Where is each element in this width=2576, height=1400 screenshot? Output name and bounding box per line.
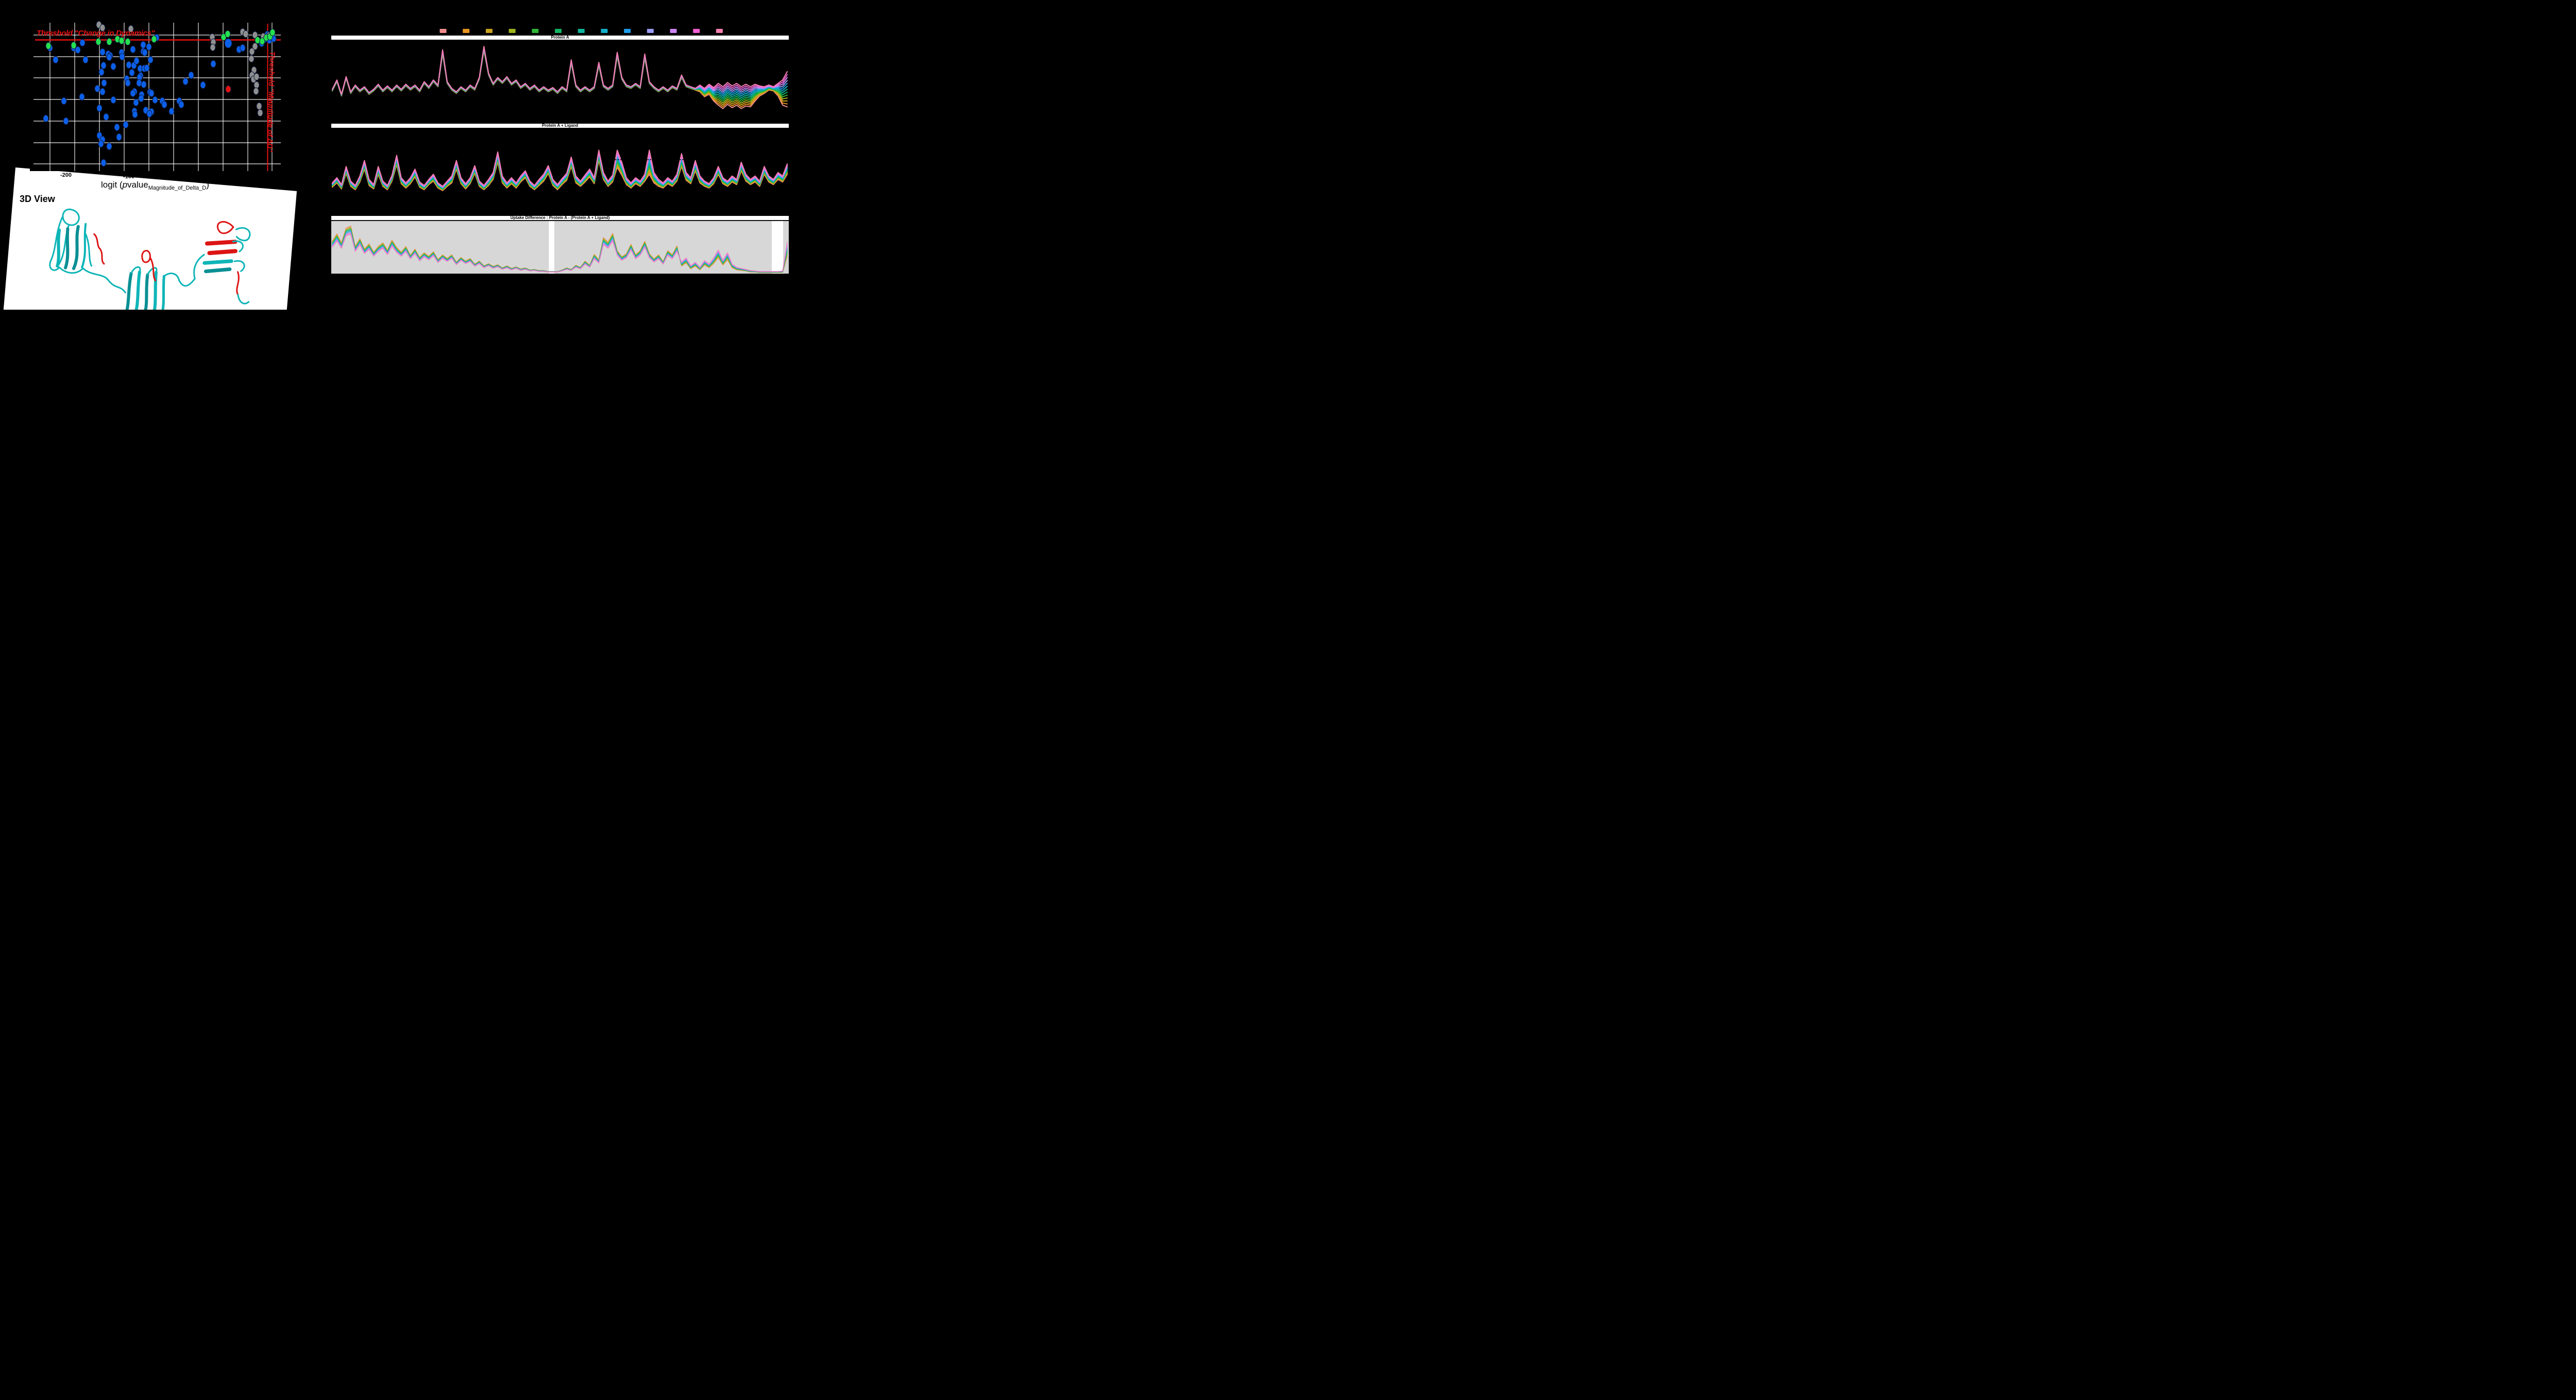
legend-swatch-8 <box>624 29 631 33</box>
legend-swatch-3 <box>509 29 516 33</box>
chart-title-protein-a-ligand: Protein A + Ligand <box>331 124 789 128</box>
volcano-xaxis-label: logit (pvalueMagnitude_of_Delta_D) <box>101 180 209 191</box>
legend-swatch-0 <box>439 29 447 33</box>
protein-a-chart <box>332 46 788 109</box>
legend-swatch-6 <box>578 29 585 33</box>
timepoint-legend <box>439 29 723 33</box>
xaxis-label-close: ) <box>206 180 209 190</box>
app-canvas: { "volcano": { "title": "Threshold \"Cha… <box>0 0 808 310</box>
x-tick--200: -200 <box>60 172 72 178</box>
legend-swatch-10 <box>670 29 677 33</box>
3d-view-card <box>2 167 297 310</box>
x-tick--100: -100 <box>123 174 135 180</box>
chart-title-uptake-difference: Uptake Difference : Protein A - (Protein… <box>331 216 789 221</box>
xaxis-label-value: value <box>127 180 148 190</box>
volcano-scatter <box>33 21 281 171</box>
legend-swatch-12 <box>716 29 723 33</box>
3d-view-heading: 3D View <box>20 194 55 204</box>
xaxis-label-p: p <box>122 180 128 190</box>
xaxis-label-pre: logit ( <box>101 180 123 190</box>
legend-swatch-1 <box>463 29 470 33</box>
volcano-title: Threshold "Change in Dynamics" <box>37 29 155 38</box>
chart-title-protein-a: Protein A <box>331 36 789 40</box>
legend-swatch-7 <box>601 29 608 33</box>
protein-a-ligand-chart <box>332 149 788 191</box>
uptake-difference-chart <box>332 221 788 274</box>
legend-swatch-4 <box>532 29 539 33</box>
legend-swatch-11 <box>693 29 700 33</box>
protein-ribbon-3d[interactable] <box>20 199 277 310</box>
legend-swatch-5 <box>555 29 562 33</box>
legend-swatch-9 <box>647 29 654 33</box>
volcano-plot-panel <box>30 21 286 171</box>
legend-swatch-2 <box>485 29 493 33</box>
xaxis-label-subscript: Magnitude_of_Delta_D <box>148 185 207 191</box>
